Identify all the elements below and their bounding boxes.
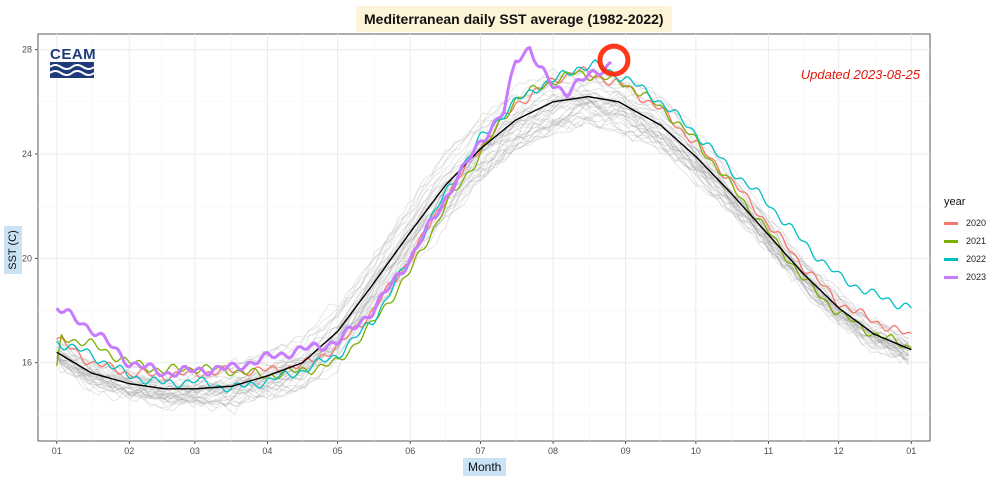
historical-year-line — [56, 102, 910, 400]
chart-title: Mediterranean daily SST average (1982-20… — [356, 6, 672, 32]
historical-year-line — [56, 117, 910, 404]
historical-year-line — [56, 111, 910, 405]
legend-swatch — [944, 239, 958, 243]
historical-year-line — [56, 68, 910, 384]
historical-year-line — [56, 116, 910, 409]
x-tick-label: 08 — [548, 446, 558, 456]
latest-value-highlight — [597, 43, 631, 77]
legend-item-2022: 2022 — [944, 250, 986, 268]
historical-year-line — [56, 75, 910, 391]
legend-swatch — [944, 257, 958, 261]
logo-text: CEAM — [50, 46, 97, 63]
legend-item-2020: 2020 — [944, 214, 986, 232]
historical-year-line — [56, 114, 909, 399]
x-axis-label: Month — [463, 458, 507, 476]
y-tick-label: 24 — [22, 149, 32, 159]
historical-year-line — [56, 84, 910, 404]
y-axis-label: SST (C) — [4, 226, 22, 274]
y-tick-label: 16 — [22, 358, 32, 368]
x-tick-label: 01 — [906, 446, 916, 456]
historical-year-line — [56, 103, 910, 407]
historical-year-line — [56, 98, 909, 400]
historical-year-line — [56, 111, 910, 407]
historical-year-line — [56, 70, 909, 385]
historical-year-line — [56, 95, 910, 397]
legend: year 2020 2021 2022 2023 — [944, 196, 986, 286]
x-tick-label: 11 — [764, 446, 773, 456]
historical-year-line — [56, 103, 910, 416]
series-line-mean-1982-2022- — [56, 95, 912, 390]
wave-icon — [49, 62, 95, 78]
ceam-logo: CEAM — [49, 46, 97, 83]
legend-item-2023: 2023 — [944, 268, 986, 286]
x-tick-label: 07 — [475, 446, 485, 456]
y-tick-label: 20 — [22, 253, 32, 263]
x-tick-label: 01 — [52, 446, 62, 456]
historical-year-line — [56, 99, 910, 399]
series-line-2023 — [55, 46, 612, 378]
historical-year-line — [56, 101, 909, 403]
x-tick-label: 06 — [405, 446, 415, 456]
x-tick-label: 02 — [124, 446, 134, 456]
historical-year-line — [56, 100, 910, 405]
series-lines — [55, 46, 912, 393]
historical-year-line — [56, 117, 909, 404]
historical-year-line — [56, 100, 909, 408]
series-line-2022 — [56, 59, 912, 393]
y-axis: 16 20 24 28 — [22, 45, 38, 368]
plot-panel — [37, 33, 931, 442]
historical-year-line — [56, 92, 910, 392]
updated-annotation: Updated 2023-08-25 — [800, 67, 920, 82]
legend-item-2021: 2021 — [944, 232, 986, 250]
series-line-2021 — [56, 70, 912, 380]
x-tick-label: 12 — [834, 446, 844, 456]
x-tick-label: 04 — [262, 446, 272, 456]
historical-year-line — [56, 94, 910, 400]
historical-year-line — [56, 111, 910, 409]
y-tick-label: 28 — [22, 45, 32, 55]
legend-title: year — [944, 196, 966, 208]
x-tick-label: 03 — [190, 446, 200, 456]
legend-label: 2020 — [966, 218, 987, 228]
historical-year-line — [56, 76, 910, 384]
legend-swatch — [944, 221, 958, 225]
historical-year-line — [56, 68, 910, 387]
historical-year-line — [56, 89, 910, 389]
historical-year-line — [56, 93, 910, 394]
legend-swatch — [944, 275, 958, 279]
x-axis: 01 02 03 04 05 06 07 08 09 10 11 12 01 — [52, 441, 916, 456]
legend-label: 2022 — [966, 254, 987, 264]
x-tick-label: 05 — [333, 446, 343, 456]
highlight-circle — [597, 43, 631, 77]
x-tick-label: 09 — [621, 446, 631, 456]
legend-label: 2023 — [966, 272, 987, 282]
x-tick-label: 10 — [691, 446, 701, 456]
grid-lines — [38, 34, 930, 441]
legend-label: 2021 — [966, 236, 987, 246]
historical-year-line — [56, 122, 910, 411]
historical-year-lines — [56, 68, 910, 416]
